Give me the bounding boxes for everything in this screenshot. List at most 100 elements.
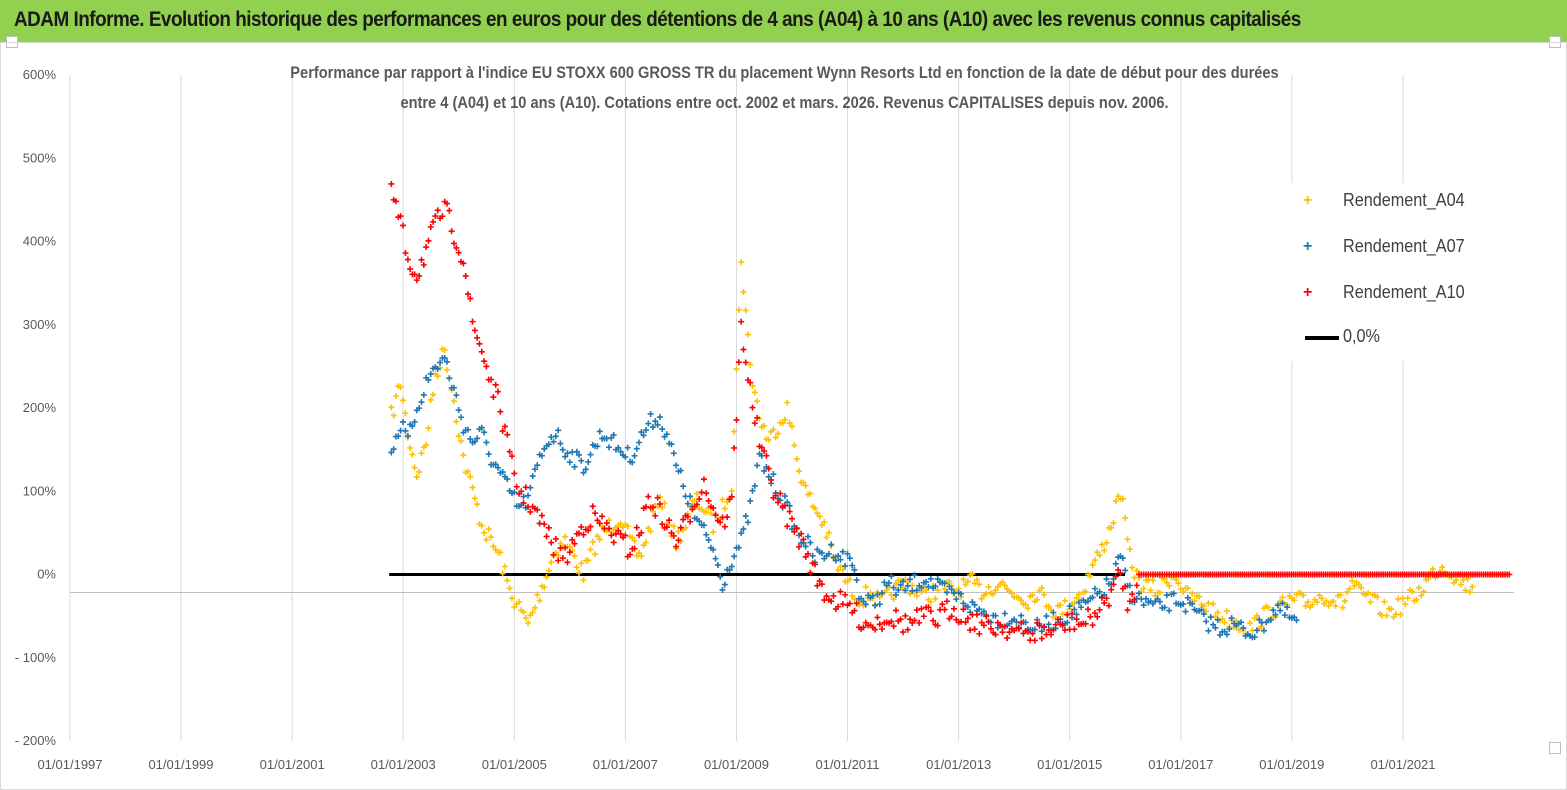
point-rendement_a07 [731, 553, 738, 560]
point-rendement_a04 [1126, 546, 1133, 553]
point-rendement_a10 [920, 613, 927, 620]
legend-item-a10[interactable]: + Rendement_A10 [1283, 279, 1509, 309]
chart-area[interactable]: 01/01/1997 01/01/1999 01/01/2001 01/01/2003… [0, 42, 1567, 790]
point-rendement_a10 [513, 483, 520, 490]
point-rendement_a10 [698, 489, 705, 496]
point-rendement_a04 [1469, 583, 1476, 590]
legend-item-a04[interactable]: + Rendement_A04 [1283, 187, 1509, 217]
point-rendement_a10 [663, 524, 670, 531]
point-rendement_a04 [1439, 564, 1446, 571]
point-rendement_a07 [578, 457, 585, 464]
point-rendement_a04 [670, 523, 677, 530]
point-rendement_a07 [1279, 600, 1286, 607]
point-rendement_a07 [1170, 590, 1177, 597]
point-rendement_a07 [1180, 601, 1187, 608]
point-rendement_a07 [710, 546, 717, 553]
point-rendement_a07 [925, 583, 932, 590]
point-rendement_a07 [992, 612, 999, 619]
point-rendement_a07 [742, 513, 749, 520]
point-rendement_a04 [1344, 588, 1351, 595]
point-rendement_a10 [1126, 598, 1133, 605]
point-rendement_a10 [499, 428, 506, 435]
point-rendement_a10 [508, 453, 515, 460]
point-rendement_a10 [798, 530, 805, 537]
point-rendement_a04 [1367, 598, 1374, 605]
point-rendement_a07 [670, 450, 677, 457]
point-rendement_a10 [589, 503, 596, 510]
point-rendement_a10 [765, 465, 772, 472]
point-rendement_a04 [1457, 581, 1464, 588]
point-rendement_a10 [1506, 571, 1513, 578]
point-rendement_a04 [1223, 608, 1230, 615]
point-rendement_a07 [1064, 619, 1071, 626]
point-rendement_a10 [811, 561, 818, 568]
point-rendement_a10 [578, 523, 585, 530]
point-rendement_a10 [907, 616, 914, 623]
point-rendement_a10 [434, 207, 441, 214]
point-rendement_a07 [1228, 615, 1235, 622]
point-rendement_a04 [390, 412, 397, 419]
point-rendement_a10 [818, 581, 825, 588]
point-rendement_a10 [1091, 610, 1098, 617]
point-rendement_a07 [402, 427, 409, 434]
point-rendement_a07 [624, 444, 631, 451]
point-rendement_a04 [772, 434, 779, 441]
point-rendement_a04 [964, 578, 971, 585]
point-rendement_a04 [793, 455, 800, 462]
point-rendement_a07 [923, 578, 930, 585]
point-rendement_a04 [562, 533, 569, 540]
point-rendement_a07 [832, 557, 839, 564]
point-rendement_a10 [518, 488, 525, 495]
point-rendement_a10 [1048, 631, 1055, 638]
point-rendement_a10 [407, 266, 414, 273]
point-rendement_a10 [888, 618, 895, 625]
legend-item-zero[interactable]: 0,0% [1283, 323, 1509, 353]
point-rendement_a10 [659, 521, 666, 528]
point-rendement_a07 [464, 426, 471, 433]
point-rendement_a07 [751, 482, 758, 489]
point-rendement_a07 [934, 576, 941, 583]
point-rendement_a04 [978, 595, 985, 602]
point-rendement_a07 [849, 562, 856, 569]
point-rendement_a07 [781, 493, 788, 500]
point-rendement_a10 [497, 408, 504, 415]
point-rendement_a10 [976, 630, 983, 637]
point-rendement_a04 [1302, 602, 1309, 609]
point-rendement_a10 [430, 218, 437, 225]
x-tick-label: 01/01/2019 [1259, 757, 1324, 772]
point-rendement_a10 [728, 493, 735, 500]
point-rendement_a07 [541, 445, 548, 452]
point-rendement_a10 [606, 525, 613, 532]
point-rendement_a07 [735, 544, 742, 551]
legend-label-zero: 0,0% [1343, 326, 1380, 346]
point-rendement_a07 [900, 578, 907, 585]
point-rendement_a07 [879, 589, 886, 596]
legend-label-a07: Rendement_A07 [1343, 236, 1465, 256]
point-rendement_a07 [1272, 611, 1279, 618]
point-rendement_a04 [693, 490, 700, 497]
point-rendement_a07 [441, 355, 448, 362]
point-rendement_a07 [703, 531, 710, 538]
point-rendement_a10 [1041, 624, 1048, 631]
point-rendement_a07 [525, 492, 532, 499]
point-rendement_a07 [738, 530, 745, 537]
resize-handle-bottom-right[interactable] [1549, 742, 1561, 754]
point-rendement_a10 [1055, 616, 1061, 623]
point-rendement_a07 [844, 550, 851, 557]
point-rendement_a04 [469, 484, 476, 491]
point-rendement_a04 [617, 520, 624, 527]
point-rendement_a04 [478, 522, 485, 529]
point-rendement_a04 [1291, 597, 1298, 604]
point-rendement_a07 [828, 541, 835, 548]
point-rendement_a07 [853, 577, 860, 584]
point-rendement_a10 [501, 423, 508, 430]
point-rendement_a10 [1122, 583, 1129, 590]
point-rendement_a07 [1281, 612, 1288, 619]
legend-item-a07[interactable]: + Rendement_A07 [1283, 233, 1509, 263]
point-rendement_a07 [980, 608, 987, 615]
point-rendement_a10 [603, 520, 610, 527]
point-rendement_a10 [828, 598, 835, 605]
point-rendement_a10 [1101, 599, 1108, 606]
point-rendement_a10 [541, 521, 548, 528]
legend[interactable]: + Rendement_A04 + Rendement_A07 + Rendem… [1283, 183, 1509, 361]
